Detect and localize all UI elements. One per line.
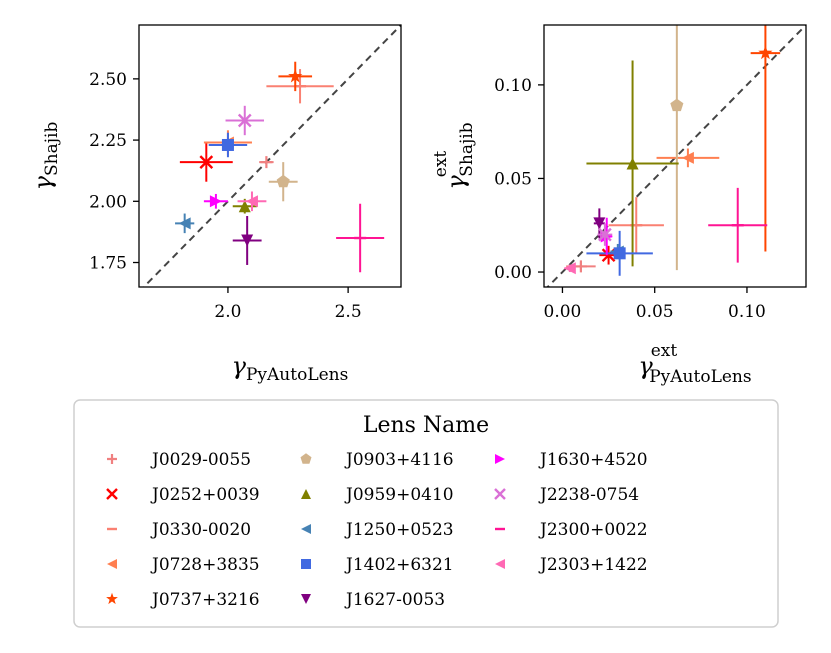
- legend-item-j0737-3216: J0737+3216: [106, 590, 260, 610]
- legend-item-j0903-4116: J0903+4116: [300, 450, 454, 470]
- legend-label: J1402+6321: [344, 555, 454, 575]
- y-tick-label: 1.75: [89, 254, 127, 274]
- legend-label: J1250+0523: [344, 520, 454, 540]
- point-j0252-0039: [199, 155, 214, 169]
- x-tick-label: 0.05: [636, 302, 674, 322]
- y-axis-label-sup: ext: [431, 151, 451, 178]
- legend-label: J2303+1422: [538, 555, 648, 575]
- y-tick-label: 0.10: [494, 76, 532, 96]
- axes-frame: [138, 24, 402, 288]
- point-j2303-1422: [563, 262, 576, 275]
- y-axis-label-main: γ: [442, 175, 470, 190]
- legend-label: J2300+0022: [538, 520, 648, 540]
- x-tick-label: 2.5: [335, 302, 362, 322]
- point-j2303-1422: [245, 195, 258, 208]
- reference-line-y-equals-x: [142, 25, 401, 287]
- legend-label: J0252+0039: [150, 485, 260, 505]
- x-axis-label-sub: PyAutoLens: [649, 367, 751, 387]
- legend-label: J0330-0020: [150, 520, 251, 540]
- x-axis-label: γext PyAutoLens: [638, 341, 751, 387]
- point-j1627-0053: [241, 234, 254, 247]
- x-axis-label-main: γ: [638, 352, 653, 380]
- y-tick-label: 0.00: [494, 263, 532, 283]
- legend-label: J0029-0055: [150, 450, 251, 470]
- legend-marker-j0959-0410: [301, 489, 311, 499]
- y-tick-label: 0.05: [494, 169, 532, 189]
- legend-label: J0728+3835: [150, 555, 260, 575]
- point-j0903-4116: [670, 98, 684, 112]
- point-j1250-0523: [178, 217, 191, 230]
- y-tick-label: 2.00: [89, 192, 127, 212]
- legend-marker-j1402-6321: [301, 559, 311, 569]
- axes-frame: [543, 24, 807, 288]
- plot-area: [546, 25, 806, 287]
- point-j0728-3835: [681, 151, 694, 164]
- point-j2238-0754: [237, 113, 252, 128]
- legend-item-j1250-0523: J1250+0523: [301, 520, 454, 540]
- y-axis-label-sub: Shajib: [42, 122, 62, 176]
- legend-item-j1402-6321: J1402+6321: [301, 555, 454, 575]
- legend-item-j0029-0055: J0029-0055: [107, 450, 251, 470]
- legend-marker-j1250-0523: [301, 524, 311, 534]
- legend: Lens Name J0029-0055 J0252+0039 J0330-0020 J…: [73, 399, 779, 628]
- point-j0737-3216: [288, 68, 303, 83]
- point-j1402-6321: [221, 138, 234, 151]
- legend-label: J2238-0754: [538, 485, 639, 505]
- legend-label: J0737+3216: [150, 590, 260, 610]
- x-axis-label: γPyAutoLens: [232, 352, 349, 385]
- legend-item-j2303-1422: J2303+1422: [495, 555, 648, 575]
- legend-marker-j0903-4116: [300, 453, 312, 464]
- point-j0959-0410: [238, 200, 251, 213]
- point-j1402-6321: [613, 247, 626, 260]
- legend-label: J0903+4116: [344, 450, 454, 470]
- y-axis-label: γShajib: [29, 122, 62, 191]
- y-axis-label: γext Shajib: [431, 122, 477, 189]
- legend-box: [73, 399, 779, 628]
- x-tick-label: 0.10: [728, 302, 766, 322]
- legend-marker-j0252-0039: [106, 488, 118, 500]
- legend-item-j2300-0022: J2300+0022: [495, 520, 648, 540]
- x-axis-label-sup: ext: [651, 341, 678, 361]
- x-axis-label-main: γ: [232, 352, 247, 380]
- point-j0737-3216: [758, 45, 773, 60]
- legend-label: J1627-0053: [344, 590, 445, 610]
- legend-label: J1630+4520: [538, 450, 648, 470]
- y-axis-label-sub: Shajib: [457, 122, 477, 176]
- x-tick-label: 0.00: [544, 302, 582, 322]
- x-axis-label-sub: PyAutoLens: [246, 365, 348, 385]
- legend-item-j0252-0039: J0252+0039: [106, 485, 260, 505]
- legend-label: J0959+0410: [344, 485, 454, 505]
- legend-title: Lens Name: [363, 413, 489, 438]
- legend-item-j1627-0053: J1627-0053: [301, 590, 445, 610]
- point-j2238-0754: [598, 227, 612, 242]
- y-axis-label-main: γ: [29, 175, 57, 190]
- legend-marker-j2238-0754: [494, 488, 506, 500]
- legend-marker-j0029-0055: [107, 454, 117, 464]
- legend-item-j0330-0020: J0330-0020: [107, 520, 251, 540]
- legend-item-j1630-4520: J1630+4520: [495, 450, 648, 470]
- point-j0903-4116: [276, 174, 290, 188]
- x-tick-label: 2.0: [214, 302, 241, 322]
- point-j0959-0410: [626, 157, 639, 170]
- legend-marker-j1630-4520: [495, 454, 505, 464]
- y-tick-label: 2.50: [89, 70, 127, 90]
- plot-area: [142, 25, 401, 287]
- point-j0029-0055: [574, 260, 587, 273]
- legend-marker-j2303-1422: [495, 559, 505, 569]
- legend-item-j0728-3835: J0728+3835: [107, 555, 260, 575]
- legend-marker-j0737-3216: [106, 592, 118, 605]
- point-j1627-0053: [593, 217, 606, 230]
- legend-marker-j1627-0053: [301, 594, 311, 604]
- point-j0029-0055: [260, 156, 273, 169]
- legend-marker-j0728-3835: [107, 559, 117, 569]
- legend-item-j2238-0754: J2238-0754: [494, 485, 639, 505]
- y-tick-label: 2.25: [89, 131, 127, 151]
- legend-item-j0959-0410: J0959+0410: [301, 485, 454, 505]
- point-j1630-4520: [209, 195, 222, 208]
